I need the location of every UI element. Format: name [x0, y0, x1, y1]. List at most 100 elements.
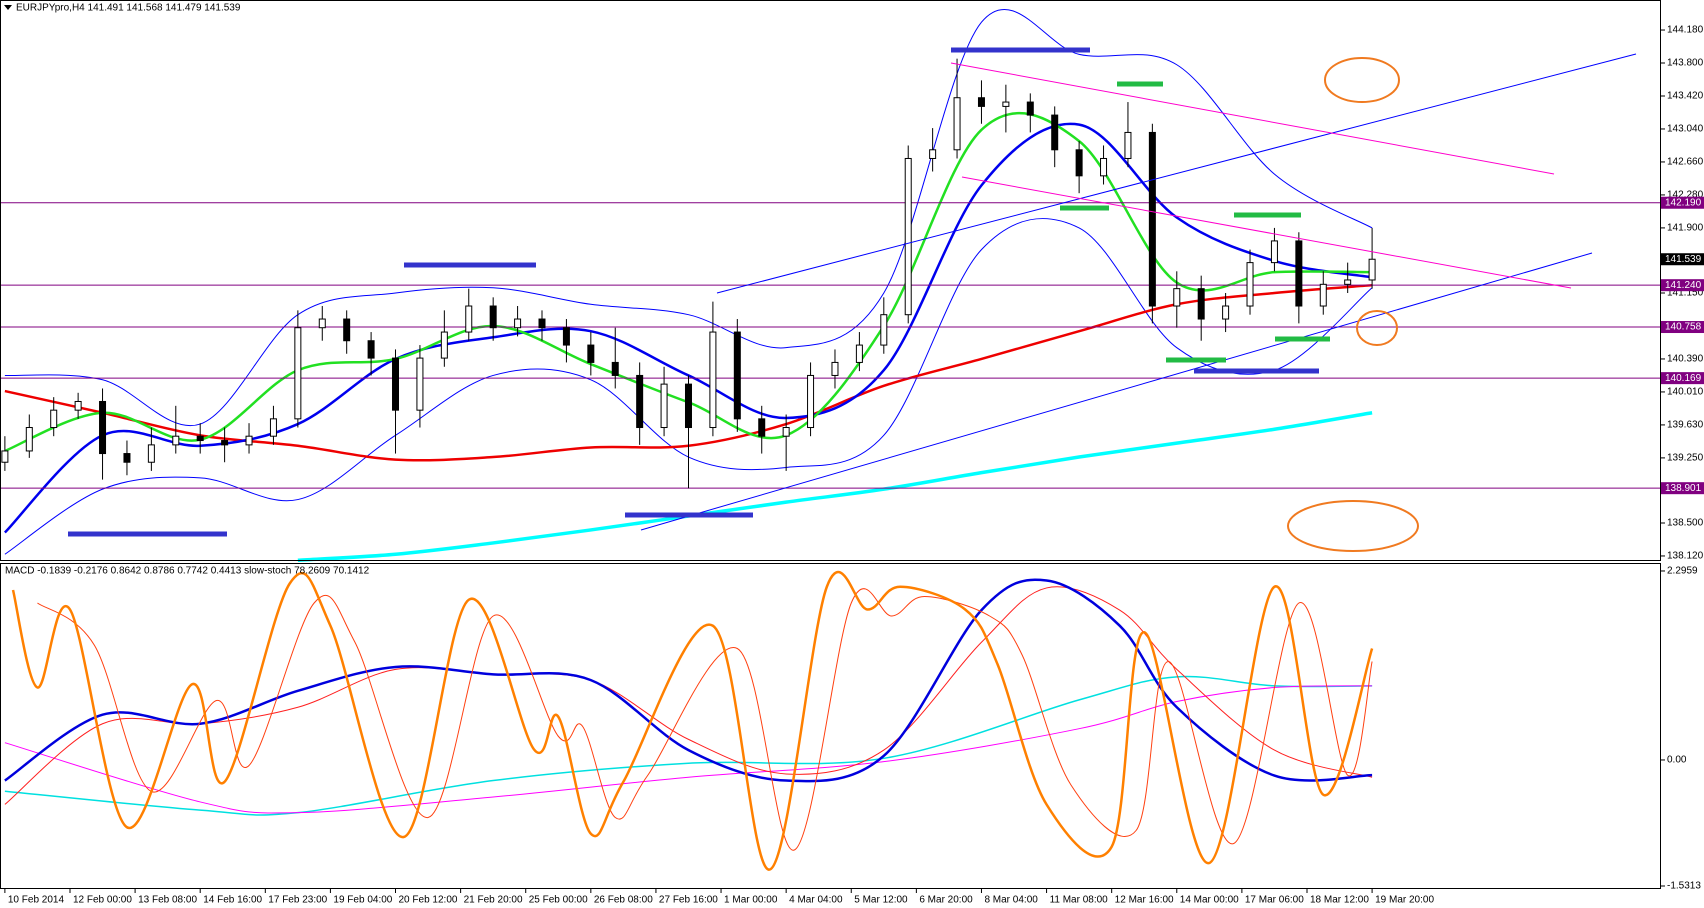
trendline	[640, 252, 1593, 531]
candle-body	[221, 440, 229, 446]
candle-body	[294, 327, 302, 420]
x-tick-label: 12 Mar 16:00	[1115, 895, 1174, 906]
y-tick-label: 0.00	[1667, 755, 1687, 766]
candle-body	[172, 435, 180, 446]
candle-body	[1124, 131, 1132, 159]
x-tick-label: 25 Feb 00:00	[529, 895, 588, 906]
x-tick-label: 13 Feb 08:00	[138, 895, 197, 906]
candle-body	[684, 383, 692, 429]
candle-body	[538, 318, 546, 329]
level-label-box	[1661, 372, 1704, 385]
x-tick-label: 19 Mar 20:00	[1375, 895, 1434, 906]
y-tick-label: 138.500	[1667, 518, 1704, 529]
candle-body	[147, 444, 155, 463]
candle-body	[1026, 101, 1034, 116]
x-tick-label: 26 Feb 08:00	[594, 895, 653, 906]
candle-body	[562, 327, 570, 346]
candle-body	[440, 331, 448, 359]
x-tick-label: 19 Feb 04:00	[333, 895, 392, 906]
chart-title: EURJPYpro,H4 141.491 141.568 141.479 141…	[16, 3, 241, 14]
candle-body	[733, 331, 741, 420]
candle-body	[1319, 283, 1327, 307]
plots: 144.180 143.800 143.420 143.040 142.660 142.2…	[0, 8, 1704, 906]
candle-body	[1148, 131, 1156, 307]
x-tick-label: 6 Mar 20:00	[919, 895, 973, 906]
x-tick-label: 27 Feb 16:00	[659, 895, 718, 906]
candle-body	[1100, 157, 1108, 177]
y-tick-label: 140.390	[1667, 354, 1704, 365]
candle-body	[1002, 101, 1010, 107]
trendline	[716, 53, 1637, 294]
candle-body	[318, 318, 326, 329]
y-tick-label: 2.2959	[1667, 566, 1698, 577]
indicator-line	[11, 570, 1374, 871]
candle-body	[343, 318, 351, 342]
candle-body	[758, 418, 766, 437]
trendline	[950, 62, 1555, 175]
indicator-line	[297, 411, 1373, 563]
candle-body	[709, 331, 717, 429]
level-label-box	[1661, 196, 1704, 209]
candle-body	[416, 357, 424, 411]
y-tick-label: 140.010	[1667, 387, 1704, 398]
x-tick-label: 17 Feb 23:00	[268, 895, 327, 906]
x-tick-label: 1 Mar 00:00	[724, 895, 778, 906]
level-label-box	[1661, 482, 1704, 495]
candle-body	[904, 157, 912, 316]
y-tick-label: 142.660	[1667, 157, 1704, 168]
candle-body	[807, 374, 815, 429]
candle-body	[489, 305, 497, 329]
candle-body	[514, 318, 522, 329]
candle-body	[611, 361, 619, 376]
candle-body	[660, 383, 668, 429]
candle-body	[929, 149, 937, 159]
candle-body	[1075, 149, 1083, 177]
trendline	[961, 176, 1572, 289]
candle-body	[1051, 114, 1059, 151]
level-label-box	[1661, 321, 1704, 334]
candle-body	[1197, 288, 1205, 320]
y-tick-label: 142.280	[1667, 190, 1704, 201]
x-tick-label: 10 Feb 2014	[8, 895, 65, 906]
candle-body	[1, 450, 9, 463]
x-tick-label: 18 Mar 12:00	[1310, 895, 1369, 906]
indicator-line	[4, 217, 1373, 555]
level-label: 138.901	[1665, 483, 1702, 494]
candle-body	[465, 305, 473, 333]
x-tick-label: 11 Mar 08:00	[1050, 895, 1109, 906]
y-tick-label: 139.630	[1667, 420, 1704, 431]
price-panel-frame	[0, 0, 1661, 561]
candle-body	[1344, 279, 1352, 285]
indicator-line	[4, 675, 1373, 816]
y-tick-label: -1.5313	[1667, 881, 1701, 892]
candle-body	[392, 357, 400, 411]
level-label: 141.240	[1665, 280, 1702, 291]
candle-body	[269, 418, 277, 437]
candle-body	[50, 409, 58, 429]
candle-body	[977, 97, 985, 107]
x-tick-label: 14 Feb 16:00	[203, 895, 262, 906]
candle-body	[636, 374, 644, 429]
y-tick-label: 139.250	[1667, 453, 1704, 464]
candle-body	[1173, 288, 1181, 307]
level-label-box	[1661, 279, 1704, 292]
drawings	[68, 47, 1637, 552]
highlight-ellipse	[1324, 57, 1400, 103]
y-tick-label: 141.900	[1667, 223, 1704, 234]
y-tick-label: 143.800	[1667, 58, 1704, 69]
x-tick-label: 5 Mar 12:00	[854, 895, 908, 906]
candle-body	[196, 435, 204, 442]
candle-body	[74, 400, 82, 411]
menu-arrow[interactable]	[4, 5, 12, 10]
y-tick-label: 144.180	[1667, 25, 1704, 36]
highlight-ellipse	[1356, 310, 1398, 346]
candle-body	[880, 314, 888, 346]
x-tick-label: 4 Mar 04:00	[789, 895, 843, 906]
candle-body	[855, 344, 863, 363]
indicator-line	[4, 122, 1373, 534]
last-price-box	[1661, 253, 1704, 266]
x-tick-label: 21 Feb 20:00	[464, 895, 523, 906]
candle-body	[25, 427, 33, 452]
